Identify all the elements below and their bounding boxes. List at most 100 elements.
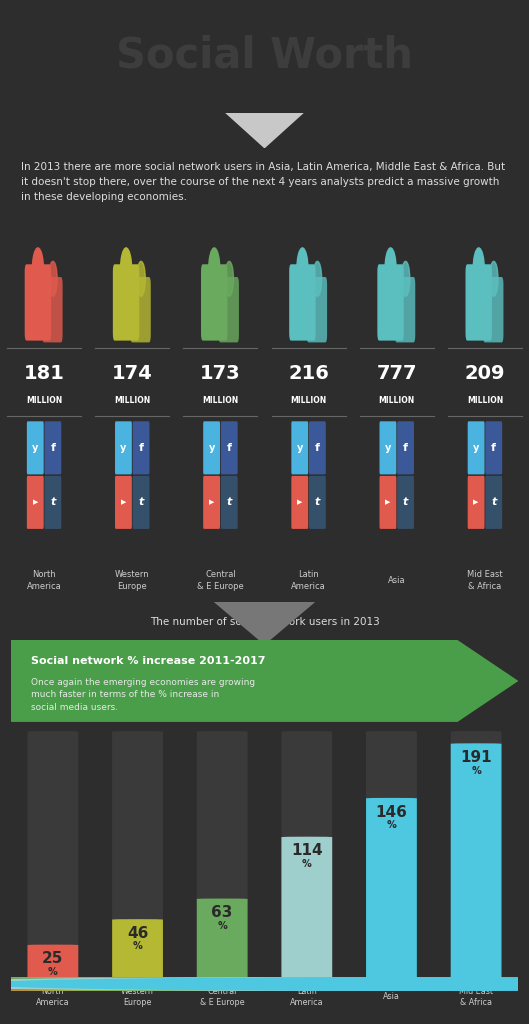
FancyBboxPatch shape [483,278,504,342]
Text: f: f [403,442,408,453]
FancyBboxPatch shape [27,421,44,474]
Text: f: f [491,442,496,453]
FancyBboxPatch shape [25,264,51,341]
Text: ▶: ▶ [33,500,38,506]
FancyBboxPatch shape [131,278,151,342]
Circle shape [0,978,529,990]
Text: 209: 209 [464,364,505,383]
Text: t: t [226,498,232,507]
Text: Asia: Asia [383,992,400,1001]
Text: Once again the emerging economies are growing
much faster in terms of the % incr: Once again the emerging economies are gr… [31,678,255,712]
Text: Central
& E Europe: Central & E Europe [200,986,244,1008]
Circle shape [0,978,459,990]
Text: North
America: North America [26,570,61,591]
FancyBboxPatch shape [291,476,308,529]
FancyBboxPatch shape [201,264,227,341]
Text: y: y [297,442,303,453]
FancyBboxPatch shape [112,920,163,980]
Text: The number of social network users in 2013: The number of social network users in 20… [150,616,379,627]
Circle shape [385,248,396,295]
FancyBboxPatch shape [377,264,404,341]
FancyBboxPatch shape [221,476,238,529]
Text: t: t [50,498,56,507]
Circle shape [49,261,57,296]
FancyBboxPatch shape [28,731,78,980]
Text: 114: 114 [291,844,323,858]
Text: 146: 146 [376,805,407,819]
FancyBboxPatch shape [395,278,415,342]
FancyBboxPatch shape [397,421,414,474]
Text: ▶: ▶ [121,500,126,506]
Text: MILLION: MILLION [290,396,327,406]
Circle shape [473,248,485,295]
FancyBboxPatch shape [289,264,316,341]
FancyBboxPatch shape [366,731,417,980]
Text: MILLION: MILLION [379,396,415,406]
Text: 174: 174 [112,364,153,383]
Circle shape [297,248,308,295]
FancyBboxPatch shape [466,264,492,341]
FancyBboxPatch shape [203,476,220,529]
Text: Central
& E Europe: Central & E Europe [197,570,244,591]
FancyBboxPatch shape [28,944,78,980]
Text: 46: 46 [127,926,148,941]
Text: f: f [315,442,320,453]
Text: 181: 181 [24,364,65,383]
Text: ▶: ▶ [473,500,479,506]
Text: Mid East
& Africa: Mid East & Africa [459,986,493,1008]
Circle shape [32,248,43,295]
FancyBboxPatch shape [468,421,485,474]
Text: y: y [208,442,215,453]
Circle shape [120,248,132,295]
Text: y: y [32,442,39,453]
FancyBboxPatch shape [379,476,396,529]
Polygon shape [212,600,317,645]
Text: f: f [227,442,232,453]
Text: t: t [491,498,496,507]
FancyBboxPatch shape [27,476,44,529]
Text: 25: 25 [42,951,63,967]
Circle shape [0,978,529,990]
Text: 191: 191 [460,750,492,765]
Text: Social Worth: Social Worth [116,34,413,77]
FancyBboxPatch shape [281,837,332,980]
Text: Social network % increase 2011-2017: Social network % increase 2011-2017 [31,656,266,667]
FancyBboxPatch shape [307,278,327,342]
FancyBboxPatch shape [44,476,61,529]
FancyBboxPatch shape [309,421,326,474]
Text: MILLION: MILLION [202,396,239,406]
Text: 173: 173 [200,364,241,383]
Text: %: % [48,967,58,977]
Text: 777: 777 [377,364,417,383]
FancyBboxPatch shape [115,476,132,529]
FancyBboxPatch shape [203,421,220,474]
FancyBboxPatch shape [379,421,396,474]
FancyBboxPatch shape [44,421,61,474]
Polygon shape [11,640,518,722]
Text: 63: 63 [212,905,233,921]
Circle shape [208,248,220,295]
Circle shape [137,261,145,296]
FancyBboxPatch shape [197,898,248,980]
FancyBboxPatch shape [113,264,139,341]
Text: y: y [473,442,479,453]
FancyBboxPatch shape [485,476,502,529]
Circle shape [313,261,322,296]
FancyBboxPatch shape [42,278,62,342]
FancyBboxPatch shape [221,421,238,474]
FancyBboxPatch shape [197,731,248,980]
Text: North
America: North America [36,986,70,1008]
Text: Western
Europe: Western Europe [115,570,150,591]
Text: ▶: ▶ [297,500,303,506]
Circle shape [489,261,498,296]
FancyBboxPatch shape [309,476,326,529]
Polygon shape [225,113,304,148]
FancyBboxPatch shape [133,421,150,474]
Text: Latin
America: Latin America [291,570,326,591]
Circle shape [0,978,529,990]
Text: t: t [315,498,320,507]
Text: %: % [217,921,227,931]
Circle shape [225,261,233,296]
Text: f: f [50,442,56,453]
Text: Asia: Asia [388,577,406,585]
